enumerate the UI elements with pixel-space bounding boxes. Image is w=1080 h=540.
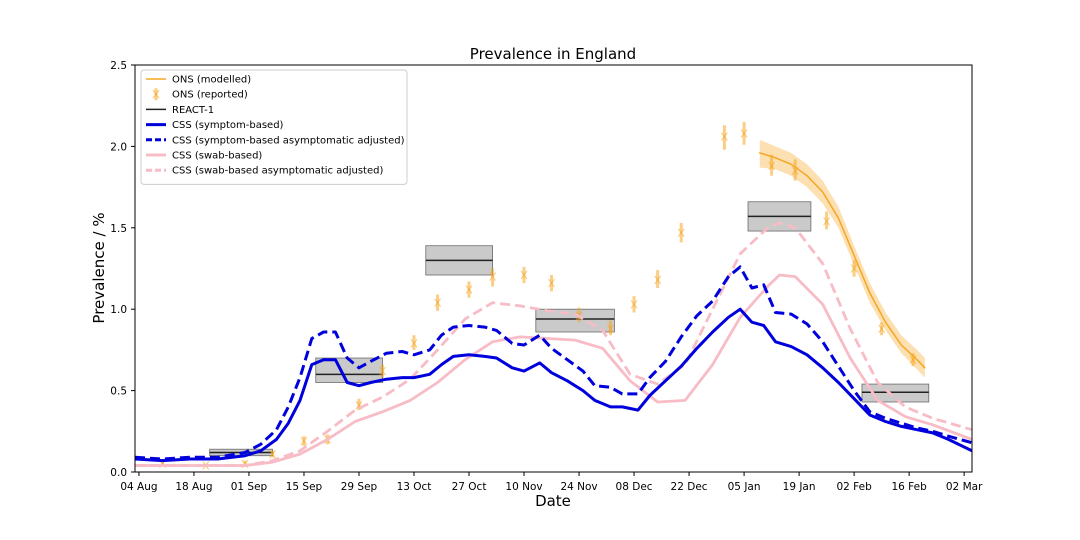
ons-reported-marker [768,161,776,171]
ons-reported-marker [520,270,528,280]
x-tick-label: 02 Feb [836,481,872,493]
ons-reported-marker [740,129,748,138]
ons-marker-stroke [355,400,363,410]
ons-marker-stroke [300,436,308,446]
ons-marker-stroke [768,161,776,171]
x-tick-label: 08 Dec [616,481,653,493]
y-tick-label: 0.5 [110,386,127,398]
x-tick-label: 27 Oct [452,481,487,493]
ons-reported-marker [465,285,473,295]
ons-marker-stroke [465,285,473,295]
legend-label: CSS (symptom-based) [172,120,284,131]
ons-marker-stroke [520,270,528,280]
x-tick-label: 02 Mar [946,481,983,493]
ons-marker-stroke [269,449,277,459]
ons-reported-marker [434,298,442,308]
ons-reported-marker [379,366,387,376]
y-tick-label: 1.0 [110,304,127,316]
legend-label: CSS (swab-based) [172,151,262,162]
css-symptom-line [135,307,972,463]
ons-modelled-line [759,152,926,369]
y-tick-label: 2.5 [110,60,127,72]
ons-reported-marker [850,264,858,273]
ons-marker-stroke [823,216,831,226]
legend-label: ONS (reported) [172,90,248,101]
ons-reported-marker [720,132,728,141]
ons-reported-marker [269,449,277,459]
ons-marker-stroke [410,339,418,348]
x-tick-label: 10 Nov [505,481,542,493]
y-tick-label: 1.5 [110,223,127,235]
css-swab-line [135,273,972,467]
plot-area [135,121,972,470]
axis-ticks: 04 Aug 18 Aug 01 Sep 15 Sep 29 Sep 13 Oct 27 O… [110,60,983,493]
x-tick-label: 29 Sep [341,481,378,493]
react1-interval-box [535,308,615,333]
x-tick-label: 01 Sep [231,481,268,493]
axes-frame [134,64,973,473]
ons-marker-stroke [740,129,748,138]
ons-marker-stroke [677,228,685,238]
y-tick-label: 0.0 [110,467,127,479]
ons-marker-stroke [606,324,614,334]
x-axis-label: Date [535,492,571,510]
css-symptom-adjusted-line [135,265,972,461]
y-tick-label: 2.0 [110,141,127,153]
legend-label: CSS (symptom-based asymptomatic adjusted… [172,135,405,146]
ons-reported-marker [654,275,662,285]
x-tick-label: 05 Jan [728,481,761,493]
legend-label: REACT-1 [172,105,214,116]
ons-reported-marker [300,436,308,446]
ons-reported-marker [878,324,886,334]
ons-reported-marker [823,216,831,226]
ons-marker-stroke [878,324,886,334]
chart-title: Prevalence in England [470,45,636,63]
legend-label: CSS (swab-based asymptomatic adjusted) [172,166,383,177]
ons-marker-stroke [548,278,556,288]
css-swab-adjusted-line [135,221,972,467]
ons-marker-stroke [850,264,858,273]
legend: ONS (modelled) ONS (reported) REACT-1 CSS (… [140,69,408,185]
ons-marker-stroke [489,272,497,282]
ons-marker-stroke [379,366,387,376]
plot-series-group [135,121,972,470]
ons-reported-marker [677,228,685,238]
x-tick-label: 15 Sep [286,481,323,493]
ons-reported-marker [489,272,497,282]
legend-swatch-ons-reported-x [152,89,160,99]
ons-reported-marker [548,278,556,288]
x-tick-label: 04 Aug [120,481,157,493]
ons-reported-marker [606,324,614,334]
x-tick-label: 19 Jan [783,481,816,493]
x-tick-label: 22 Dec [671,481,708,493]
x-tick-label: 18 Aug [175,481,212,493]
y-axis-label: Prevalence / % [90,212,108,323]
legend-label: ONS (modelled) [172,75,251,86]
x-tick-label: 16 Feb [891,481,927,493]
ons-reported-marker [630,299,638,309]
ons-marker-stroke [630,299,638,309]
react1-interval-box [861,383,930,403]
ons-reported-marker [410,339,418,348]
legend-box [140,69,408,185]
ons-marker-stroke [434,298,442,308]
x-tick-label: 13 Oct [397,481,432,493]
x-tick-label: 24 Nov [560,481,597,493]
ons-marker-stroke [654,275,662,285]
ons-marker-stroke [720,132,728,141]
